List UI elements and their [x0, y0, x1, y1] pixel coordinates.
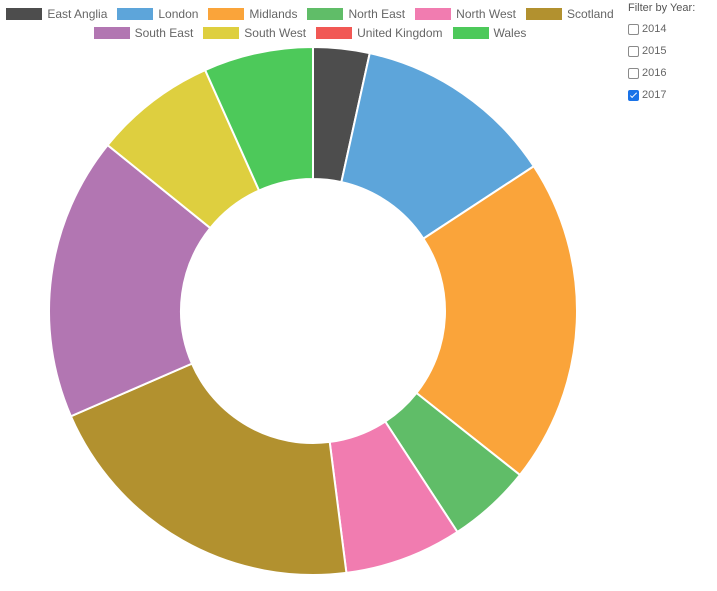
filter-title: Filter by Year:	[628, 2, 696, 14]
legend-swatch	[203, 26, 240, 39]
filter-option-2014[interactable]: 2014	[628, 18, 717, 40]
legend-swatch	[452, 26, 489, 39]
year-filter: Filter by Year: 2014 2015 2016 2017	[628, 1, 717, 106]
filter-option-label: 2014	[642, 23, 667, 35]
filter-option-label: 2015	[642, 45, 667, 57]
filter-option-label: 2016	[642, 67, 667, 79]
legend-item-scotland[interactable]: Scotland	[525, 6, 614, 21]
slice-london[interactable]	[340, 51, 536, 241]
legend-item-united-kingdom[interactable]: United Kingdom	[316, 25, 443, 40]
legend-swatch	[93, 26, 130, 39]
legend-swatch	[525, 7, 562, 20]
legend-row: South East South West United Kingdom Wal…	[0, 23, 620, 42]
legend-label: London	[158, 6, 199, 21]
legend-swatch	[307, 7, 344, 20]
legend-swatch	[208, 7, 245, 20]
legend-label: United Kingdom	[357, 25, 443, 40]
legend-label: North East	[348, 6, 406, 21]
legend-label: Scotland	[566, 6, 614, 21]
year-checkbox[interactable]	[628, 89, 639, 101]
legend-item-midlands[interactable]: Midlands	[208, 7, 297, 21]
legend-swatch	[6, 7, 43, 20]
legend-label: South West	[244, 25, 307, 40]
legend-item-south-east[interactable]: South East	[93, 25, 194, 40]
legend-label: Midlands	[249, 6, 298, 21]
chart-legend: East Anglia London Midlands North East N…	[0, 4, 620, 42]
year-checkbox[interactable]	[628, 67, 639, 79]
legend-swatch	[316, 26, 353, 39]
filter-option-label: 2017	[642, 89, 667, 101]
legend-item-south-west[interactable]: South West	[203, 26, 306, 40]
legend-label: South East	[134, 25, 194, 40]
year-checkbox[interactable]	[628, 45, 639, 57]
slice-scotland[interactable]	[69, 362, 348, 576]
legend-row: East Anglia London Midlands North East N…	[0, 4, 620, 23]
legend-item-north-west[interactable]: North West	[415, 7, 516, 21]
legend-label: North West	[456, 6, 516, 21]
slice-wales[interactable]	[203, 45, 314, 192]
legend-item-london[interactable]: London	[117, 7, 198, 21]
filter-option-2016[interactable]: 2016	[628, 62, 717, 84]
slice-midlands[interactable]	[415, 164, 578, 477]
legend-label: East Anglia	[47, 6, 108, 21]
legend-swatch	[415, 7, 452, 20]
filter-option-2015[interactable]: 2015	[628, 40, 717, 62]
legend-item-wales[interactable]: Wales	[452, 25, 527, 40]
legend-label: Wales	[493, 25, 527, 40]
slice-south-east[interactable]	[48, 143, 212, 418]
legend-swatch	[117, 7, 154, 20]
legend-item-north-east[interactable]: North East	[307, 7, 405, 21]
legend-item-east-anglia[interactable]: East Anglia	[6, 7, 107, 21]
filter-option-2017[interactable]: 2017	[628, 84, 717, 106]
year-checkbox[interactable]	[628, 23, 639, 35]
